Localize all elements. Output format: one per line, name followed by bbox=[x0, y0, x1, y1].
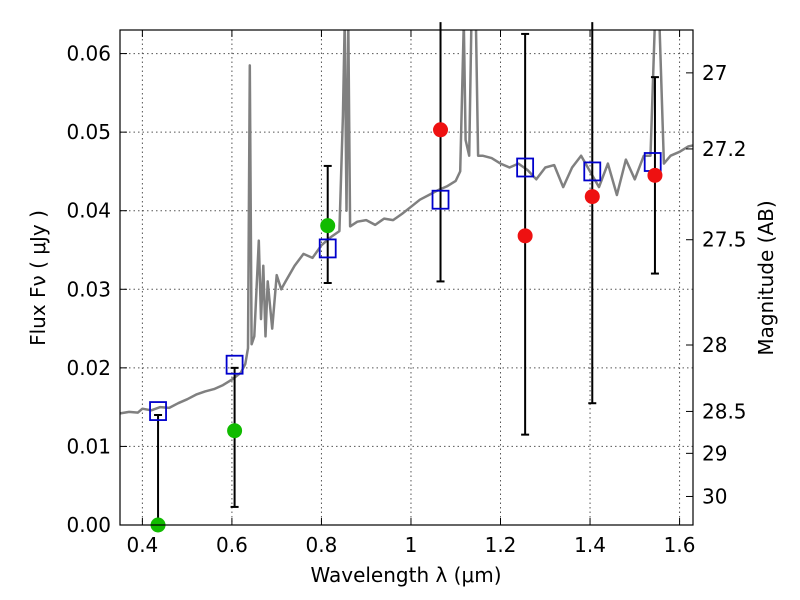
y2-axis-label: Magnitude (AB) bbox=[754, 200, 778, 355]
x-tick-label: 1.4 bbox=[574, 533, 606, 557]
y2-tick-label: 30 bbox=[702, 484, 727, 508]
errorbar-layer bbox=[154, 22, 659, 526]
x-tick-label: 0.4 bbox=[126, 533, 158, 557]
observed-nondetection-point bbox=[433, 122, 449, 138]
y-tick-label: 0.04 bbox=[66, 199, 111, 223]
y2-tick-label: 27 bbox=[702, 61, 727, 85]
model-spectrum-layer bbox=[120, 30, 693, 415]
x-axis-ticks: 0.4 0.6 0.8 1 1.2 1.4 1.6 bbox=[126, 30, 695, 557]
model-photometry-point bbox=[318, 238, 337, 259]
y2-tick-label: 28 bbox=[702, 333, 727, 357]
model-photometry-point bbox=[149, 401, 167, 421]
y2-tick-label: 27.2 bbox=[702, 137, 747, 161]
x-tick-label: 0.8 bbox=[306, 533, 338, 557]
y-axis-ticks: 0.00 0.01 0.02 0.03 0.04 0.05 0.06 bbox=[66, 42, 127, 537]
y-tick-label: 0.05 bbox=[66, 120, 111, 144]
model-photometry-point bbox=[225, 354, 244, 375]
y-tick-label: 0.06 bbox=[66, 42, 111, 66]
plot-frame bbox=[119, 29, 694, 526]
x-tick-label: 0.6 bbox=[216, 533, 248, 557]
observed-nondetection-point bbox=[584, 189, 600, 205]
x-tick-label: 1.2 bbox=[485, 533, 517, 557]
y2-tick-label: 27.5 bbox=[702, 228, 747, 252]
y2-axis-ticks: 27 27.2 27.5 28 28.5 29 30 bbox=[686, 61, 747, 508]
y2-tick-label: 28.5 bbox=[702, 399, 747, 423]
x-tick-label: 1 bbox=[405, 533, 418, 557]
model-photometry-point bbox=[583, 161, 602, 182]
observed-detection-point bbox=[227, 423, 243, 439]
x-tick-label: 1.6 bbox=[664, 533, 696, 557]
model-photometry-layer bbox=[149, 152, 662, 421]
model-spectrum-line bbox=[120, 30, 693, 415]
y-tick-label: 0.01 bbox=[66, 434, 111, 458]
observed-detection-point bbox=[320, 218, 336, 234]
y-tick-label: 0.03 bbox=[66, 277, 111, 301]
observation-layer bbox=[150, 122, 663, 533]
model-photometry-point bbox=[516, 157, 535, 178]
observed-nondetection-point bbox=[647, 167, 663, 183]
y-tick-label: 0.00 bbox=[66, 513, 111, 537]
observed-nondetection-point bbox=[517, 228, 533, 244]
y2-tick-label: 29 bbox=[702, 441, 727, 465]
grid bbox=[120, 30, 693, 526]
model-photometry-point bbox=[431, 189, 450, 210]
y-axis-label: Flux Fν ( μJy ) bbox=[26, 210, 50, 346]
x-axis-label: Wavelength λ (μm) bbox=[310, 563, 501, 587]
y-tick-label: 0.02 bbox=[66, 356, 111, 380]
